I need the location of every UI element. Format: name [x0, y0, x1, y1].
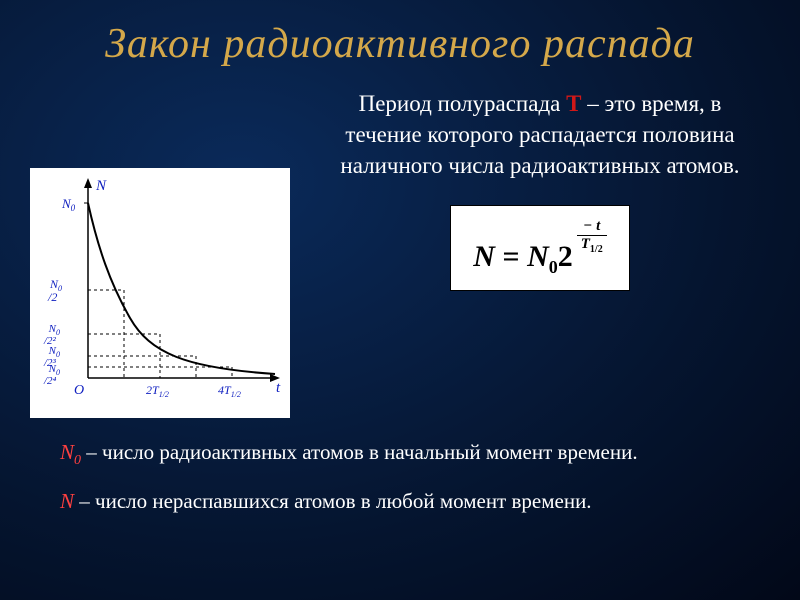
note1-post: – число радиоактивных атомов в начальный…	[81, 440, 638, 464]
svg-text:N0: N0	[61, 196, 76, 213]
exp-den-var: T	[581, 236, 590, 252]
content-row: N t O N0 N0/2 N0/2² N0/2³ N0/2⁴ 2T1/2	[0, 68, 800, 418]
svg-text:2T1/2: 2T1/2	[146, 383, 169, 399]
def-highlight: Т	[566, 91, 581, 116]
formula-base: 2	[558, 240, 573, 273]
note2-var: N	[60, 489, 74, 513]
svg-text:N: N	[95, 178, 107, 194]
exp-minus: −	[583, 218, 592, 234]
exp-den-sub: 1/2	[590, 244, 603, 255]
note-2: N – число нераспавшихся атомов в любой м…	[60, 487, 740, 515]
svg-text:4T1/2: 4T1/2	[218, 383, 241, 399]
note-1: N0 – число радиоактивных атомов в началь…	[60, 438, 740, 471]
slide-title: Закон радиоактивного распада	[0, 0, 800, 68]
svg-text:t: t	[276, 380, 281, 396]
decay-graph: N t O N0 N0/2 N0/2² N0/2³ N0/2⁴ 2T1/2	[30, 168, 290, 418]
svg-text:N0/2: N0/2	[47, 277, 62, 304]
note1-pre: N	[60, 440, 74, 464]
svg-text:N0/2²: N0/2²	[43, 323, 60, 347]
definition-text: Период полураспада Т – это время, в тече…	[310, 88, 770, 181]
formula-lhs: N	[473, 240, 495, 273]
formula-rhs-sub: 0	[549, 257, 558, 277]
formula-rhs: N	[527, 240, 549, 273]
exp-num: t	[596, 218, 600, 234]
graph-svg: N t O N0 N0/2 N0/2² N0/2³ N0/2⁴ 2T1/2	[30, 168, 290, 418]
formula-exponent: − tT1/2	[577, 218, 607, 255]
formula-eq: =	[495, 240, 527, 273]
formula-box: N = N02− tT1/2	[450, 205, 629, 291]
note1-var: N0	[60, 440, 81, 464]
footer-notes: N0 – число радиоактивных атомов в началь…	[0, 418, 800, 515]
note2-post: – число нераспавшихся атомов в любой мом…	[74, 489, 592, 513]
note1-sub: 0	[74, 453, 81, 468]
text-column: Период полураспада Т – это время, в тече…	[310, 88, 770, 418]
def-pre: Период полураспада	[359, 91, 567, 116]
svg-text:O: O	[74, 383, 84, 398]
